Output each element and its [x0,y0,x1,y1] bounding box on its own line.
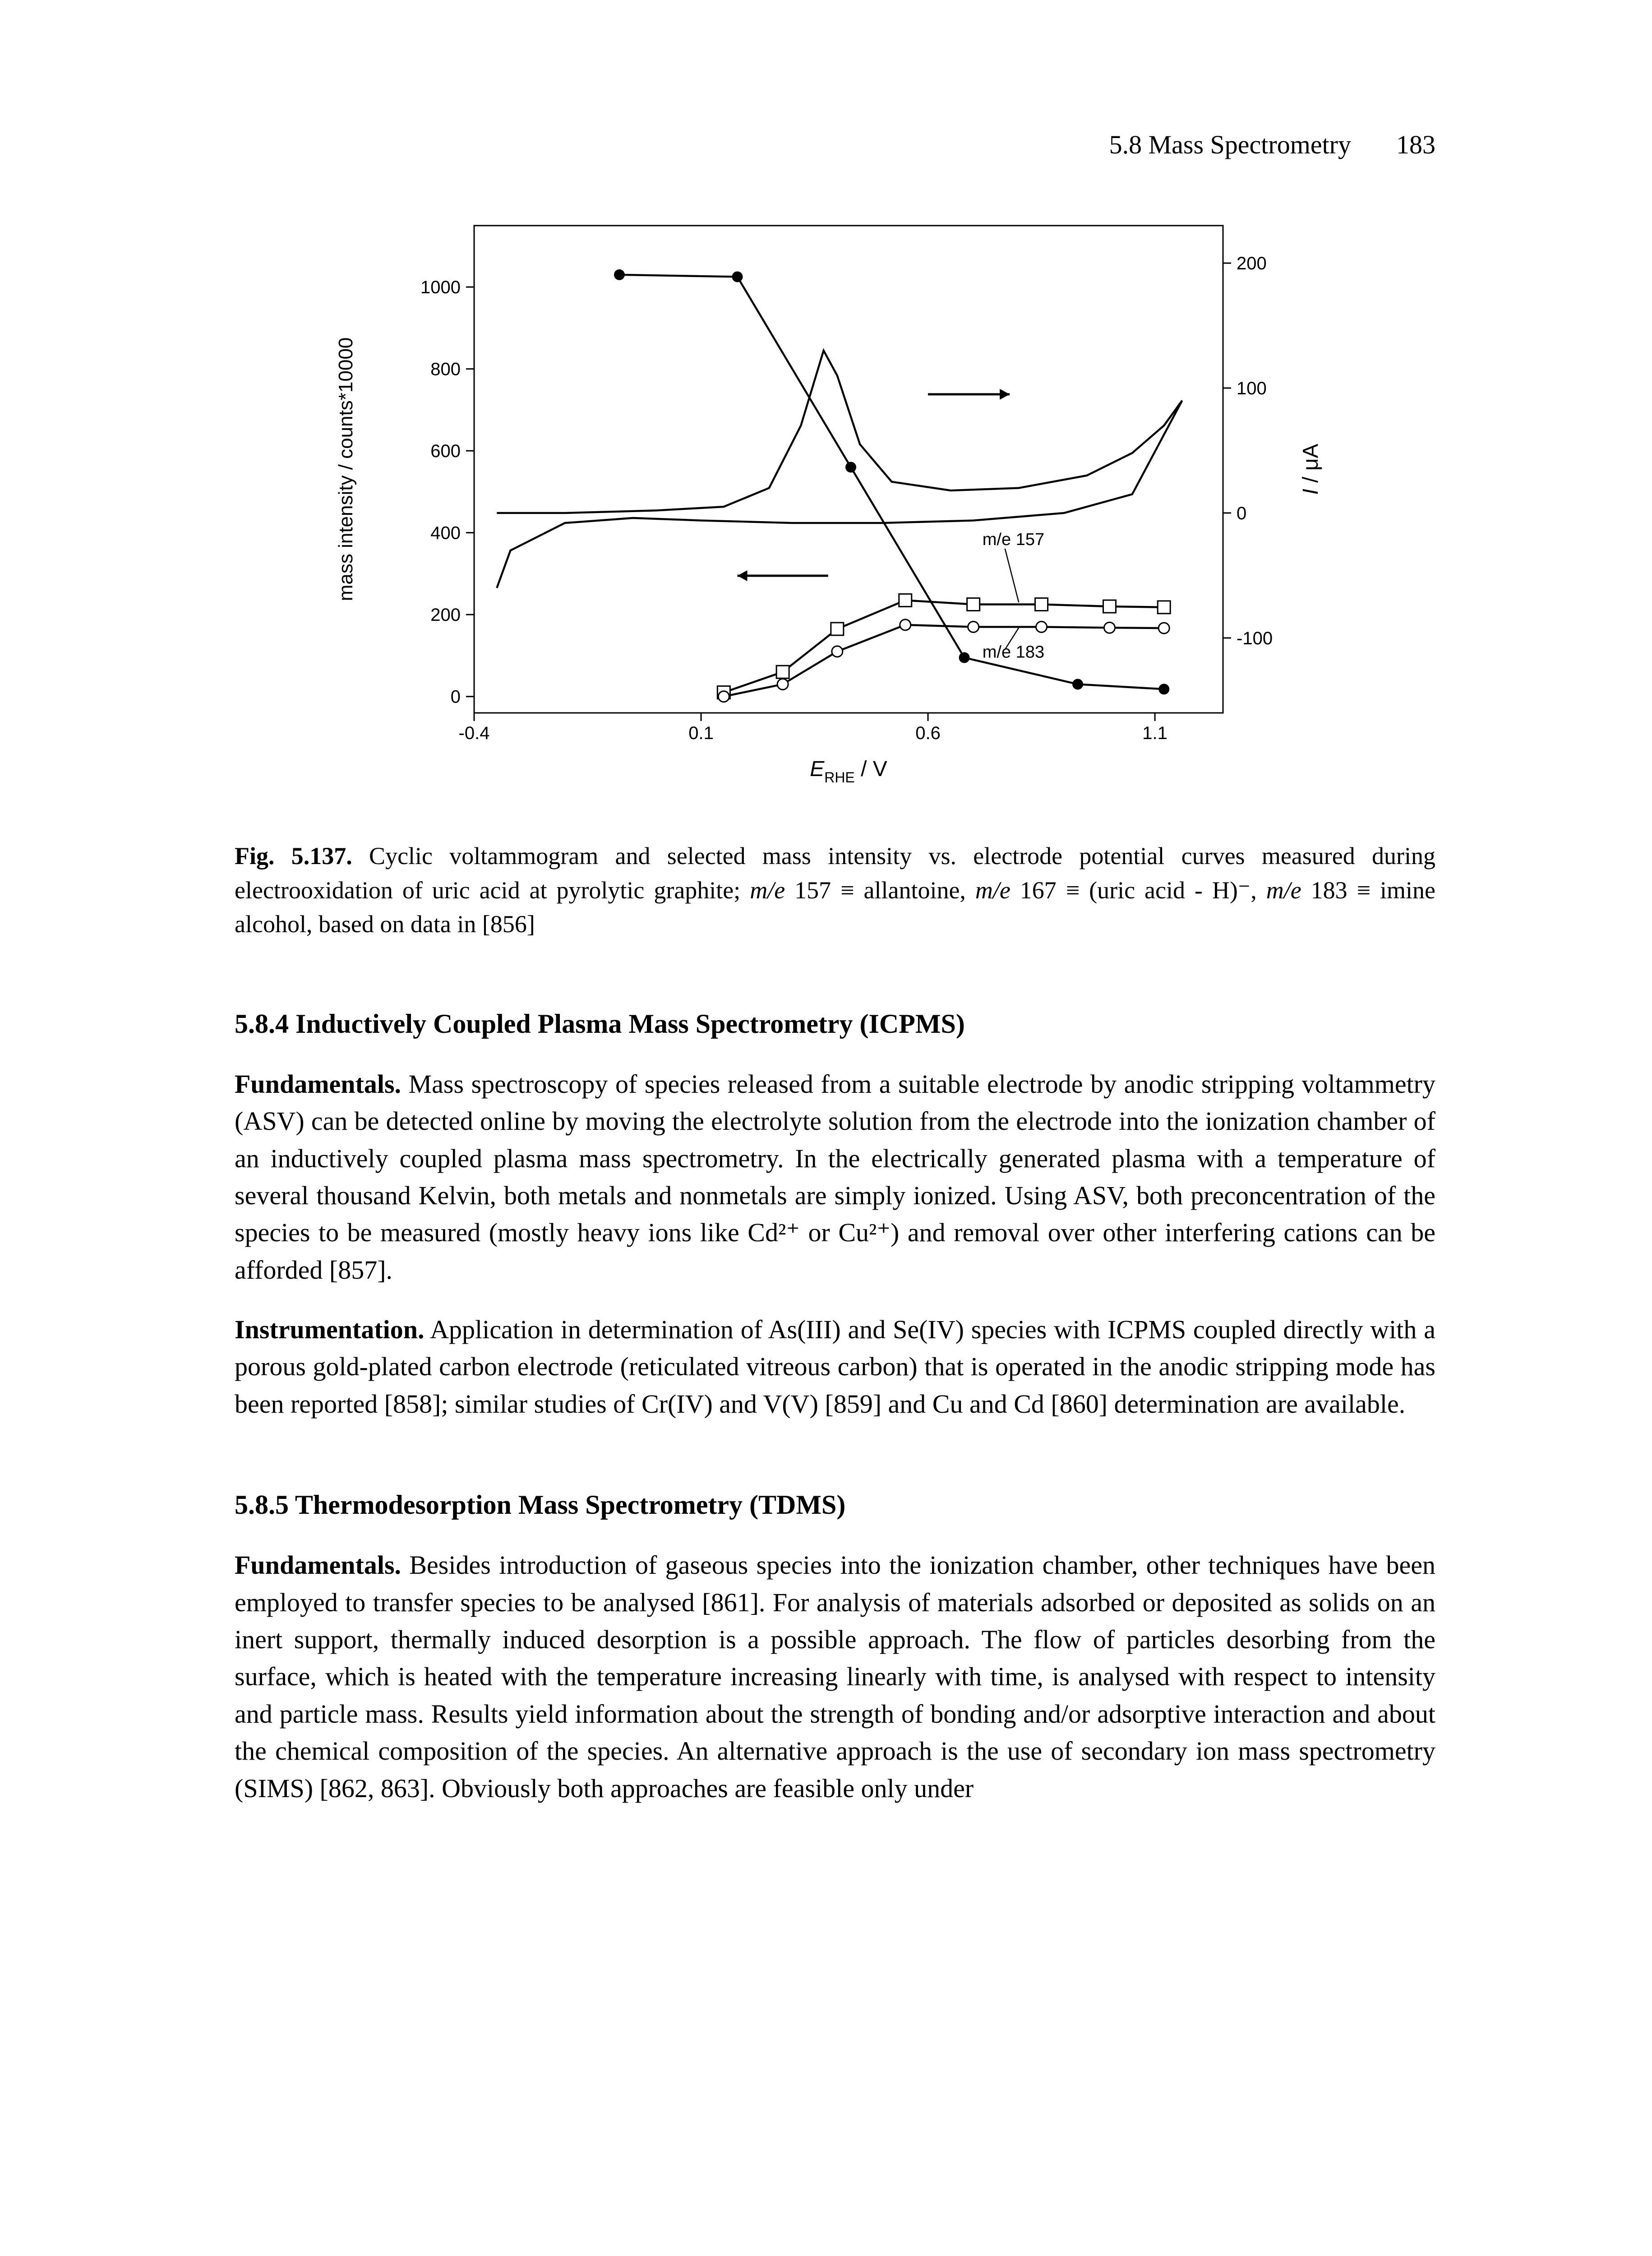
runin-fundamentals-585: Fundamentals. [235,1550,401,1580]
caption-me157: m/e [750,877,785,904]
svg-text:1000: 1000 [420,277,461,297]
svg-text:400: 400 [430,523,461,543]
caption-me183: m/e [1266,877,1301,904]
svg-text:-0.4: -0.4 [459,723,490,743]
svg-text:200: 200 [1237,254,1267,273]
svg-text:0.1: 0.1 [688,723,714,743]
caption-eq157: 157 ≡ allantoine, [785,877,975,904]
heading-5-8-5: 5.8.5 Thermodesorption Mass Spectrometry… [235,1486,1435,1524]
caption-lead: Fig. 5.137. [235,842,352,869]
svg-text:1.1: 1.1 [1142,723,1167,743]
svg-text:600: 600 [430,441,461,461]
svg-text:-100: -100 [1237,629,1273,648]
figure-caption: Fig. 5.137. Cyclic voltammogram and sele… [235,839,1435,942]
heading-5-8-4: 5.8.4 Inductively Coupled Plasma Mass Sp… [235,1005,1435,1043]
svg-text:I / μA: I / μA [1299,444,1323,495]
svg-text:mass intensity / counts*1000: mass intensity / counts*10000 [335,337,357,601]
figure-5-137: -0.4 0.1 0.6 1.1 0 200 400 600 800 1000 -100 0 100 20… [235,190,1435,942]
svg-text:200: 200 [430,605,461,625]
section-label: 5.8 Mass Spectrometry [1109,130,1351,159]
para-584-fundamentals: Fundamentals. Mass spectroscopy of speci… [235,1066,1435,1289]
text-584-p1: Mass spectroscopy of species released fr… [235,1069,1435,1285]
runin-fundamentals-584: Fundamentals. [235,1069,401,1099]
svg-text:800: 800 [430,360,461,379]
svg-text:100: 100 [1237,379,1267,398]
page-number: 183 [1396,130,1435,159]
figure-plot: -0.4 0.1 0.6 1.1 0 200 400 600 800 1000 -100 0 100 20… [294,190,1376,821]
para-584-instrumentation: Instrumentation. Application in determin… [235,1311,1435,1423]
para-585-fundamentals: Fundamentals. Besides introduction of ga… [235,1547,1435,1807]
svg-text:m/e 183: m/e 183 [983,643,1044,661]
svg-text:0: 0 [451,687,461,707]
svg-text:m/e 157: m/e 157 [983,530,1044,549]
text-585-p1: Besides introduction of gaseous species … [235,1550,1435,1803]
svg-text:0.6: 0.6 [915,723,941,743]
figure-plot-wrap: -0.4 0.1 0.6 1.1 0 200 400 600 800 1000 -100 0 100 20… [235,190,1435,821]
svg-text:0: 0 [1237,504,1246,523]
caption-eq167: 167 ≡ (uric acid - H)⁻, [1011,877,1266,904]
caption-me167: m/e [975,877,1011,904]
running-head: 5.8 Mass Spectrometry 183 [1109,126,1435,163]
runin-instrumentation-584: Instrumentation. [235,1315,425,1344]
